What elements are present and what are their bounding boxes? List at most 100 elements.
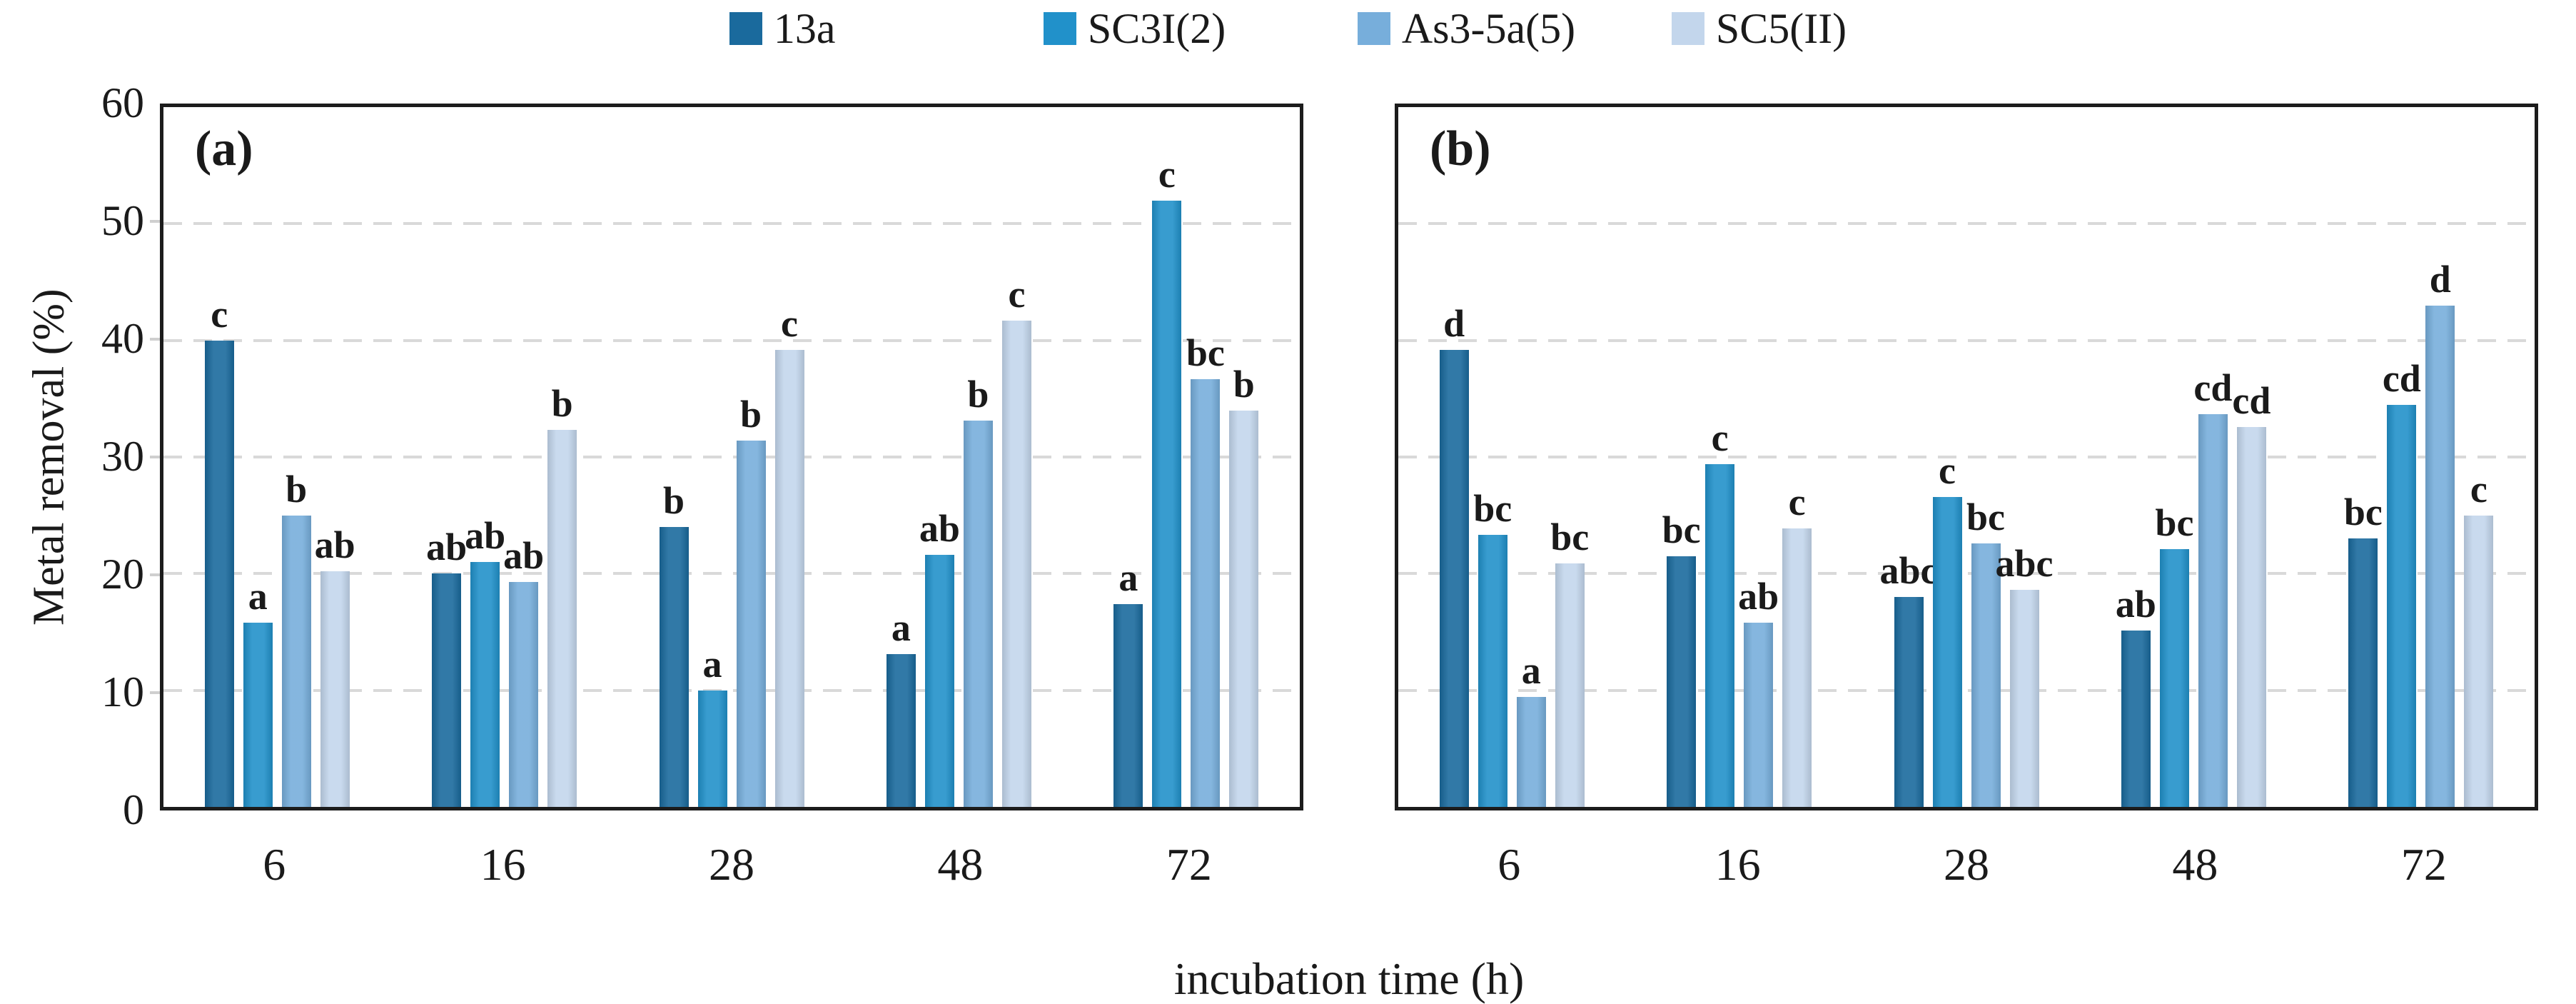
panel-label: (b) [1430, 121, 1491, 176]
bar-shading [281, 515, 311, 807]
bar-As3-5a(5): ab [503, 536, 544, 807]
bar-SC3I(2): cd [2383, 359, 2421, 807]
significance-label: ab [2115, 583, 2156, 626]
significance-label: bc [1662, 508, 1701, 551]
significance-label: b [286, 467, 308, 511]
x-tick-label: 6 [263, 839, 286, 890]
bar-group-16h: bc c ab c [1625, 107, 1852, 807]
bar-shading [1667, 556, 1697, 807]
gridline [163, 572, 1300, 576]
bar-SC3I(2): bc [1473, 489, 1512, 807]
bar-SC5(II): c [774, 304, 804, 807]
bar-13a: ab [426, 528, 467, 807]
bar-As3-5a(5): b [736, 395, 766, 807]
legend-label: SC5(II) [1715, 5, 1847, 52]
gridline [1398, 222, 2535, 226]
bar-As3-5a(5): b [963, 375, 993, 807]
significance-label: bc [2155, 501, 2194, 545]
bar-shading [2009, 590, 2039, 807]
bar-shading [204, 340, 234, 807]
bar-As3-5a(5): bc [1186, 333, 1225, 807]
bar-group-72h: a c bc b [1073, 107, 1300, 807]
legend-swatch [1357, 12, 1390, 45]
bar-shading [2236, 426, 2266, 807]
bar-13a: a [886, 608, 916, 807]
legend-item: 13a [729, 7, 1044, 50]
significance-label: bc [1473, 487, 1512, 531]
significance-label: ab [314, 523, 355, 567]
gridline [163, 222, 1300, 226]
bar-shading [432, 573, 462, 807]
y-tick-label: 60 [101, 79, 144, 126]
significance-label: a [248, 574, 268, 618]
significance-label: abc [1995, 542, 2054, 586]
bar-group-48h: ab bc cd cd [2080, 107, 2307, 807]
gridline [163, 456, 1300, 458]
significance-label: bc [1550, 515, 1590, 558]
x-tick-label: 72 [1166, 839, 1212, 890]
gridline [163, 688, 1300, 692]
bar-shading [697, 690, 727, 807]
bar-13a: ab [2116, 585, 2156, 807]
panel-column-a: c a b ab ab ab ab b b a b c a ab b c a c bc b (a) 6 16 28 48 72 [160, 104, 1303, 888]
bar-shading [1113, 603, 1143, 807]
bar-shading [2425, 305, 2455, 807]
bar-shading [243, 622, 273, 807]
legend-label: SC3I(2) [1087, 5, 1226, 52]
bar-shading [2348, 538, 2378, 807]
panel-b: d bc a bc bc c ab c abc c bc abc ab bc cd cd bc cd d c (b) [1395, 104, 2538, 810]
x-tick-labels-a: 6 16 28 48 72 [160, 842, 1303, 888]
bar-shading [547, 430, 577, 807]
bar-SC3I(2): c [1152, 155, 1182, 807]
significance-label: d [2429, 257, 2451, 301]
bar-13a: bc [2344, 493, 2383, 807]
gridline [1398, 338, 2535, 342]
y-tick-label: 20 [101, 550, 144, 598]
bar-SC5(II): c [2464, 470, 2494, 807]
bar-shading [774, 349, 804, 807]
significance-label: c [1788, 480, 1806, 523]
gridline [1398, 456, 2535, 458]
bar-shading [963, 421, 993, 807]
bar-shading [736, 441, 766, 807]
legend: 13a SC3I(2) As3-5a(5) SC5(II) [0, 1, 2576, 56]
significance-label: ab [465, 514, 506, 557]
x-axis-title: incubation time (h) [1173, 953, 1525, 1004]
bar-SC5(II): c [1782, 483, 1812, 807]
y-tick-label: 30 [101, 432, 144, 480]
significance-label: c [1711, 416, 1729, 459]
bar-shading [2387, 404, 2417, 807]
bar-group-28h: abc c bc abc [1853, 107, 2080, 807]
significance-label: c [2470, 467, 2487, 511]
significance-label: bc [2343, 491, 2383, 534]
significance-label: cd [2232, 378, 2271, 422]
bar-SC5(II): c [1001, 275, 1031, 807]
significance-label: c [1939, 448, 1956, 492]
significance-label: a [702, 642, 722, 686]
bar-shading [2159, 549, 2189, 807]
y-tick-label: 40 [101, 314, 144, 362]
y-tick-mark [150, 691, 160, 694]
y-tick-label: 10 [101, 668, 144, 716]
y-axis-title: Metal removal (%) [24, 288, 74, 626]
bar-As3-5a(5): cd [2193, 368, 2232, 807]
y-axis-ticks: 60 50 40 30 20 10 0 [80, 81, 160, 831]
bar-SC5(II): b [547, 384, 577, 807]
bar-shading [1152, 200, 1182, 807]
significance-label: b [551, 382, 573, 426]
bar-13a: abc [1880, 551, 1938, 807]
bar-shading [470, 562, 500, 807]
x-tick-label: 72 [2400, 839, 2447, 890]
bar-shading [659, 527, 689, 807]
bar-shading [2121, 631, 2151, 807]
panel-label: (a) [195, 121, 253, 176]
bar-shading [1894, 597, 1924, 807]
y-tick-mark [150, 573, 160, 576]
significance-label: ab [426, 526, 468, 569]
legend-label: As3-5a(5) [1401, 5, 1576, 52]
x-tick-label: 6 [1497, 839, 1521, 890]
bar-shading [886, 654, 916, 807]
significance-label: bc [1186, 331, 1225, 374]
bar-groups: c a b ab ab ab ab b b a b c a ab b c a c bc b [163, 107, 1300, 807]
gridline [1398, 688, 2535, 692]
